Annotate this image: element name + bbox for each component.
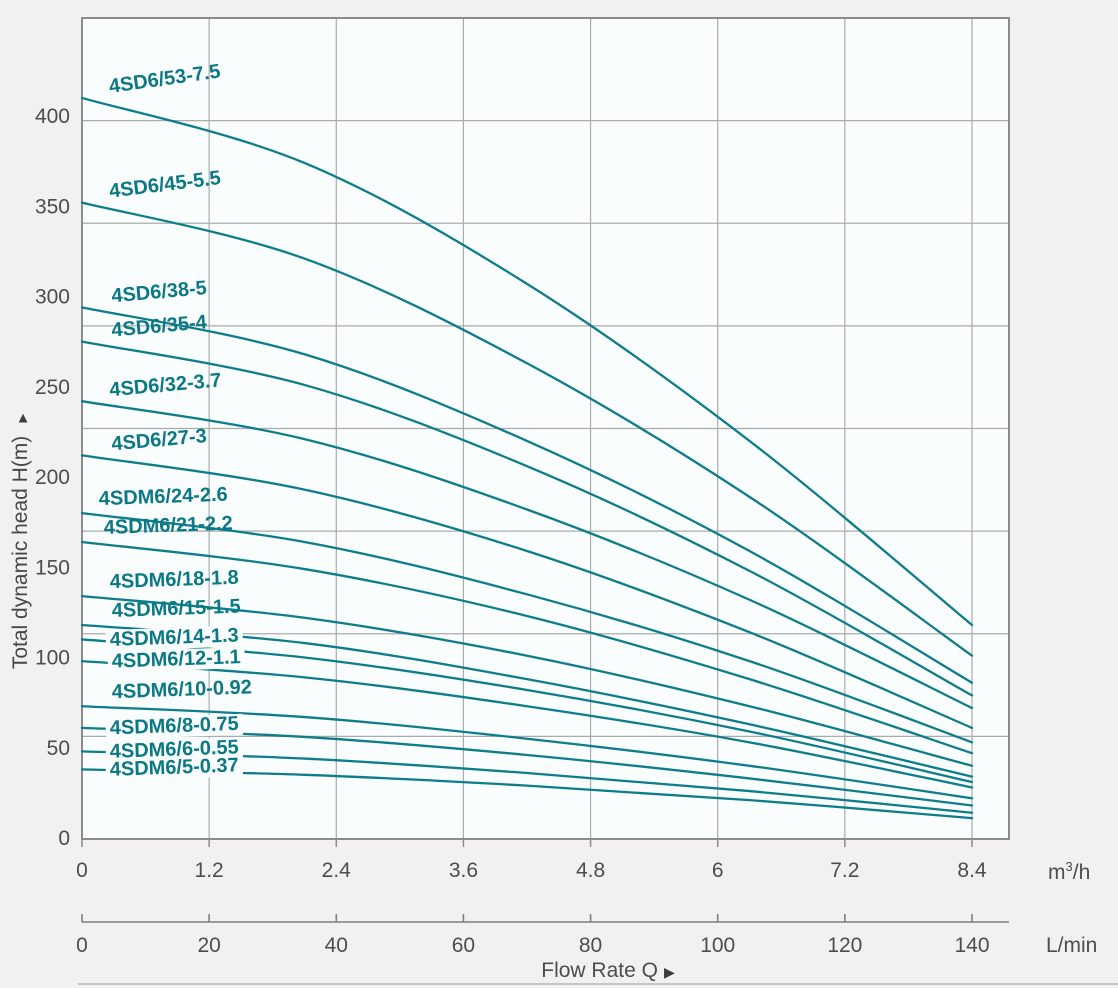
curve-label: 4SDM6/8-0.75 (109, 713, 239, 739)
y-tick-label: 300 (35, 286, 70, 309)
x-axis-title-text: Flow Rate Q (541, 959, 658, 982)
x-tick-label-m3h: 3.6 (449, 859, 478, 882)
x-tick-label-m3h: 8.4 (957, 859, 987, 882)
pump-curve (80, 659, 974, 789)
y-tick-label: 50 (47, 737, 70, 760)
curve-label: 4SDM6/21-2.2 (103, 512, 233, 538)
plot-border (81, 17, 1010, 840)
y-axis-title-text: Total dynamic head H(m) (9, 435, 32, 670)
y-tick-label: 350 (35, 195, 70, 218)
x-tick-label-m3h: 2.4 (322, 859, 352, 882)
x-tick-label-lmin: 60 (452, 934, 475, 957)
pump-curve (80, 96, 974, 627)
pump-curve (80, 400, 974, 710)
y-tick-label: 100 (35, 647, 70, 670)
x-axis-unit-m3h: m3/h (1048, 859, 1091, 884)
curve-label: 4SDM6/14-1.3 (109, 624, 239, 650)
curve-label: 4SDM6/12-1.1 (111, 646, 241, 672)
x-tick-label-lmin: 140 (954, 934, 989, 957)
y-tick-label: 250 (35, 376, 70, 399)
pump-curve (80, 454, 974, 730)
x-tick-label-m3h: 4.8 (576, 859, 605, 882)
x-tick-label-m3h: 6 (712, 859, 724, 882)
y-axis-title: Total dynamic head H(m) ▲ (8, 340, 34, 740)
curve-label: 4SDM6/10-0.92 (111, 676, 252, 703)
y-axis-arrow-icon: ▲ (15, 409, 31, 427)
x-tick-label-lmin: 20 (197, 934, 220, 957)
x-axis-arrow-icon: ▶ (663, 964, 675, 980)
x-tick-label-m3h: 1.2 (195, 859, 224, 882)
y-tick-label: 0 (58, 827, 70, 850)
x-tick-label-lmin: 120 (827, 934, 862, 957)
pump-curve (80, 201, 974, 657)
pump-curve (80, 511, 974, 744)
pump-curve (80, 705, 974, 800)
x-axis-title: Flow Rate Q ▶ (458, 959, 758, 984)
x-tick-label-lmin: 100 (700, 934, 735, 957)
pump-curve (80, 340, 974, 697)
curve-label-backing (105, 625, 244, 652)
y-tick-label: 150 (35, 556, 70, 579)
pump-curve (80, 306, 974, 684)
curve-label: 4SDM6/18-1.8 (109, 567, 239, 593)
curve-label: 4SDM6/15-1.5 (111, 596, 241, 622)
y-tick-label: 400 (35, 105, 70, 128)
x-tick-label-m3h: 7.2 (830, 859, 859, 882)
curve-label: 4SDM6/24-2.6 (98, 484, 228, 510)
x-tick-label-lmin: 80 (579, 934, 602, 957)
curve-label-backing (107, 646, 246, 673)
pump-curve (80, 540, 974, 755)
y-tick-label: 200 (35, 466, 70, 489)
x-axis-unit-lmin: L/min (1046, 934, 1098, 957)
curve-label-backing (105, 755, 244, 782)
x-tick-label-lmin: 40 (325, 934, 348, 957)
x-tick-label-m3h: 0 (76, 859, 88, 882)
curve-label-backing (105, 713, 244, 740)
curve-label: 4SDM6/5-0.37 (109, 754, 239, 780)
pump-curve (80, 594, 974, 767)
x-tick-label-lmin: 0 (76, 934, 88, 957)
